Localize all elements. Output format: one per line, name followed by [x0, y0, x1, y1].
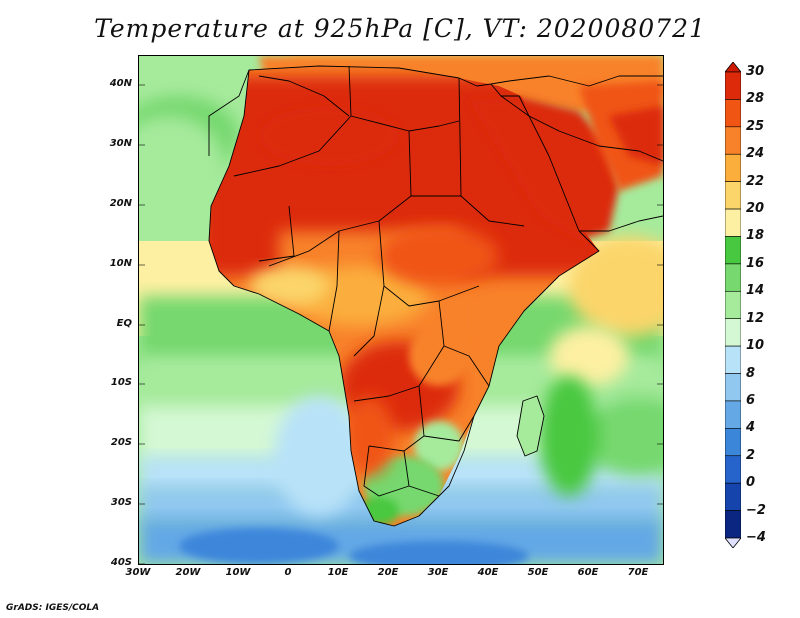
lon-label-40e: 40E: [477, 567, 499, 578]
colorbar-swatch: [725, 482, 741, 511]
colorbar-label: −2: [746, 502, 766, 518]
colorbar-label: 6: [746, 392, 756, 408]
lon-label-10w: 10W: [225, 567, 251, 578]
lat-label-40s: 40S: [110, 557, 132, 568]
chart-title: Temperature at 925hPa [C], VT: 202008072…: [94, 14, 706, 43]
colorbar-label: 4: [746, 420, 756, 436]
lat-label-30s: 30S: [110, 497, 132, 508]
colorbar-label: 12: [746, 310, 765, 326]
colorbar: [725, 62, 741, 548]
colorbar-swatch: [725, 99, 741, 128]
colorbar-swatch: [725, 126, 741, 155]
country-borders: [208, 65, 663, 527]
lat-label-10n: 10N: [109, 258, 132, 269]
lon-label-0: 0: [284, 567, 292, 578]
colorbar-swatch: [725, 208, 741, 237]
lon-label-50e: 50E: [527, 567, 549, 578]
colorbar-swatch: [725, 71, 741, 100]
colorbar-label: 10: [746, 338, 765, 354]
colorbar-swatch: [725, 153, 741, 182]
colorbar-label: 8: [746, 365, 756, 381]
colorbar-swatch: [725, 455, 741, 484]
colorbar-swatch: [725, 400, 741, 429]
lat-label-40n: 40N: [109, 78, 132, 89]
colorbar-label: −4: [746, 530, 766, 545]
colorbar-label: 24: [746, 146, 765, 162]
colorbar-swatch: [725, 345, 741, 374]
colorbar-swatch: [725, 318, 741, 347]
lon-label-20w: 20W: [175, 567, 201, 578]
lon-label-60e: 60E: [577, 567, 599, 578]
lat-label-10s: 10S: [110, 377, 132, 388]
colorbar-top-arrow: [725, 62, 741, 73]
lon-label-10e: 10E: [327, 567, 349, 578]
lat-label-eq: EQ: [116, 318, 132, 329]
colorbar-label: 18: [746, 228, 765, 244]
colorbar-label: 25: [746, 118, 765, 134]
colorbar-swatch: [725, 181, 741, 210]
colorbar-bottom-arrow: [725, 537, 741, 548]
colorbar-swatch: [725, 510, 741, 539]
colorbar-label: 30: [746, 64, 765, 79]
colorbar-swatch: [725, 236, 741, 265]
colorbar-swatch: [725, 263, 741, 292]
colorbar-label: 14: [746, 283, 765, 299]
lon-label-30e: 30E: [427, 567, 449, 578]
lat-label-20n: 20N: [109, 198, 132, 209]
lon-label-30w: 30W: [125, 567, 151, 578]
colorbar-label: 0: [746, 475, 756, 491]
colorbar-label: 22: [746, 173, 765, 189]
temperature-map: [138, 55, 664, 565]
lon-label-20e: 20E: [377, 567, 399, 578]
lat-label-30n: 30N: [109, 138, 132, 149]
colorbar-swatch: [725, 373, 741, 402]
lon-label-70e: 70E: [627, 567, 649, 578]
footer-credit: GrADS: IGES/COLA: [6, 603, 100, 613]
colorbar-label: 28: [746, 91, 765, 107]
colorbar-label: 20: [746, 201, 765, 217]
colorbar-label: 2: [746, 447, 756, 463]
graticule: [139, 84, 663, 564]
lat-label-20s: 20S: [110, 437, 132, 448]
colorbar-swatch: [725, 428, 741, 457]
colorbar-swatch: [725, 290, 741, 320]
colorbar-label: 16: [746, 255, 765, 271]
